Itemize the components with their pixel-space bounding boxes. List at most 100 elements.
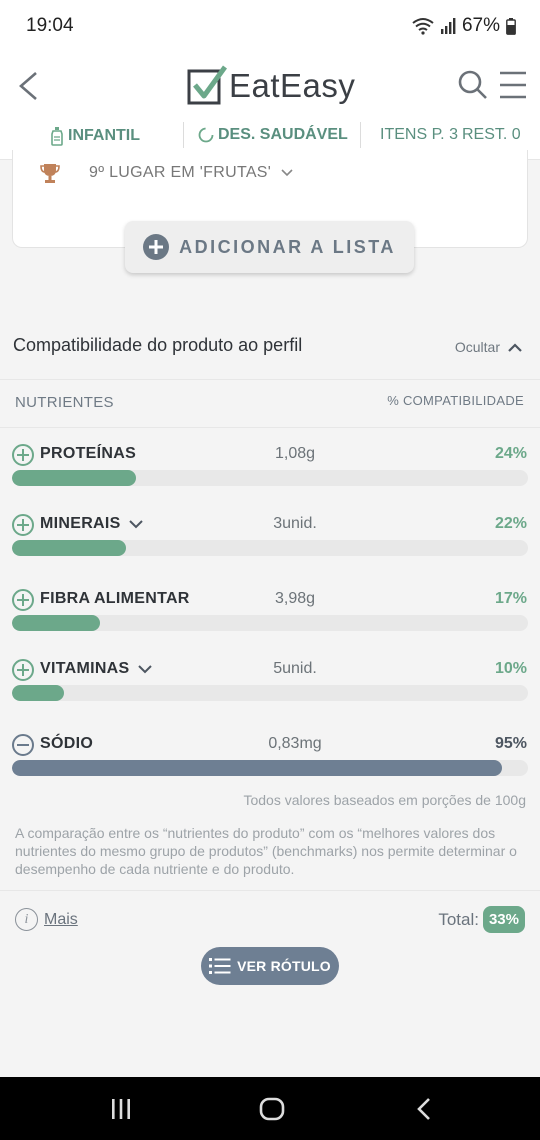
more-info-label: Mais xyxy=(44,910,78,928)
home-button[interactable] xyxy=(237,1077,307,1140)
nutrient-amount: 3unid. xyxy=(273,515,317,532)
plus-circle-icon xyxy=(12,589,34,611)
status-icons: 67% xyxy=(412,15,516,37)
chevron-down-icon xyxy=(137,664,152,673)
add-to-list-button[interactable]: ADICIONAR A LISTA xyxy=(125,221,414,273)
chevron-down-icon xyxy=(281,169,293,177)
profile-development[interactable]: DES. SAUDÁVEL xyxy=(198,126,348,144)
info-icon: i xyxy=(15,908,38,931)
nutrient-row[interactable]: FIBRA ALIMENTAR 3,98g 17% xyxy=(0,589,540,659)
nutrient-row[interactable]: PROTEÍNAS 1,08g 24% xyxy=(0,444,540,514)
profile-development-label: DES. SAUDÁVEL xyxy=(218,126,348,143)
nutrient-name: PROTEÍNAS xyxy=(40,445,137,462)
profile-infantil-label: INFANTIL xyxy=(68,127,140,144)
hamburger-menu-icon xyxy=(500,71,526,99)
nutrient-percent: 22% xyxy=(494,515,527,532)
nutrient-name: SÓDIO xyxy=(40,735,94,752)
baby-bottle-icon xyxy=(51,127,63,146)
nutrient-amount: 5unid. xyxy=(273,660,317,677)
nutrient-percent: 17% xyxy=(494,590,527,607)
divider xyxy=(360,122,361,148)
list-icon xyxy=(209,958,231,974)
trophy-icon xyxy=(40,164,60,183)
back-nav-icon xyxy=(417,1097,430,1120)
portion-note: Todos valores baseados em porções de 100… xyxy=(243,792,526,808)
nutrient-name: VITAMINAS xyxy=(40,660,152,678)
battery-icon xyxy=(506,17,516,35)
nutrient-percent: 10% xyxy=(494,660,527,677)
plus-circle-icon xyxy=(12,444,34,466)
brand-name: EatEasy xyxy=(229,67,356,104)
back-button[interactable] xyxy=(12,66,44,106)
nutrient-row[interactable]: MINERAIS 3unid. 22% xyxy=(0,514,540,584)
profile-bar: INFANTIL DES. SAUDÁVEL ITENS P. 3 REST. … xyxy=(0,120,540,152)
recent-apps-icon xyxy=(112,1098,130,1119)
nutrient-row[interactable]: VITAMINAS 5unid. 10% xyxy=(0,659,540,729)
signal-icon xyxy=(440,18,456,34)
search-icon xyxy=(458,70,487,99)
nutrient-amount: 0,83mg xyxy=(268,735,322,752)
profile-items-label: ITENS P. 3 xyxy=(380,126,458,143)
nutrient-progress-fill xyxy=(12,760,503,776)
nutrient-percent: 95% xyxy=(494,735,527,752)
chevron-up-icon xyxy=(508,342,522,352)
nutrient-progress-track xyxy=(12,685,528,701)
nutrient-amount: 3,98g xyxy=(274,590,316,607)
profile-infantil[interactable]: INFANTIL xyxy=(50,126,140,146)
menu-button[interactable] xyxy=(496,68,528,102)
gauge-icon xyxy=(198,127,214,143)
nutrient-name: FIBRA ALIMENTAR xyxy=(40,590,190,607)
plus-circle-icon xyxy=(143,234,170,260)
nutrient-progress-fill xyxy=(12,470,136,486)
search-button[interactable] xyxy=(456,68,490,102)
battery-percent: 67% xyxy=(461,15,500,36)
plus-circle-icon xyxy=(12,659,34,681)
nutrient-progress-track xyxy=(12,540,528,556)
app-header: EatEasy INFANTIL DES. SAUDÁVEL xyxy=(0,52,540,160)
wifi-icon xyxy=(412,18,434,35)
nutrient-progress-track xyxy=(12,470,528,486)
nutrient-progress-fill xyxy=(12,615,100,631)
ranking-row[interactable]: 9º LUGAR EM 'FRUTAS' xyxy=(39,162,293,184)
explanation-text: A comparação entre os “nutrientes do pro… xyxy=(15,825,517,877)
chevron-down-icon xyxy=(128,519,143,528)
compatibility-title: Compatibilidade do produto ao perfil xyxy=(13,335,303,355)
nutrient-progress-track xyxy=(12,760,528,776)
view-label-text: VER RÓTULO xyxy=(237,958,331,974)
nutrient-progress-fill xyxy=(12,540,126,556)
brand-logo: EatEasy xyxy=(187,64,355,108)
ranking-label: 9º LUGAR EM 'FRUTAS' xyxy=(89,164,272,181)
hide-toggle[interactable]: Ocultar xyxy=(455,339,522,355)
nutrient-amount: 1,08g xyxy=(274,445,316,462)
nutrient-progress-fill xyxy=(12,685,64,701)
nutrient-progress-track xyxy=(12,615,528,631)
nutrient-name: MINERAIS xyxy=(40,515,143,533)
minus-circle-icon xyxy=(12,734,34,756)
status-time: 19:04 xyxy=(26,15,74,36)
column-compatibility: % COMPATIBILIDADE xyxy=(387,393,524,408)
product-card: 9º LUGAR EM 'FRUTAS' xyxy=(12,150,528,248)
total-badge: 33% xyxy=(482,906,525,933)
column-header: NUTRIENTES % COMPATIBILIDADE xyxy=(0,380,540,428)
view-label-button[interactable]: VER RÓTULO xyxy=(201,947,339,985)
total-label: Total: xyxy=(438,909,479,929)
home-icon xyxy=(259,1097,285,1120)
total-score: Total: 33% xyxy=(438,906,525,933)
chevron-left-icon xyxy=(19,72,37,100)
hide-toggle-label: Ocultar xyxy=(454,339,500,355)
system-nav-bar xyxy=(0,1077,540,1140)
divider xyxy=(0,890,540,891)
profile-rest-label: REST. 0 xyxy=(461,126,521,143)
nutrient-row[interactable]: SÓDIO 0,83mg 95% xyxy=(0,734,540,804)
checkmark-logo-icon xyxy=(187,65,227,105)
plus-circle-icon xyxy=(12,514,34,536)
nutrient-percent: 24% xyxy=(494,445,527,462)
more-info-link[interactable]: i Mais xyxy=(15,908,78,931)
column-nutrients: NUTRIENTES xyxy=(15,394,114,411)
profile-items[interactable]: ITENS P. 3 REST. 0 xyxy=(380,126,521,144)
back-nav-button[interactable] xyxy=(389,1077,459,1140)
compatibility-header: Compatibilidade do produto ao perfil Ocu… xyxy=(0,300,540,380)
status-bar: 19:04 67% xyxy=(0,0,540,52)
recent-apps-button[interactable] xyxy=(86,1077,156,1140)
add-to-list-label: ADICIONAR A LISTA xyxy=(179,236,396,257)
